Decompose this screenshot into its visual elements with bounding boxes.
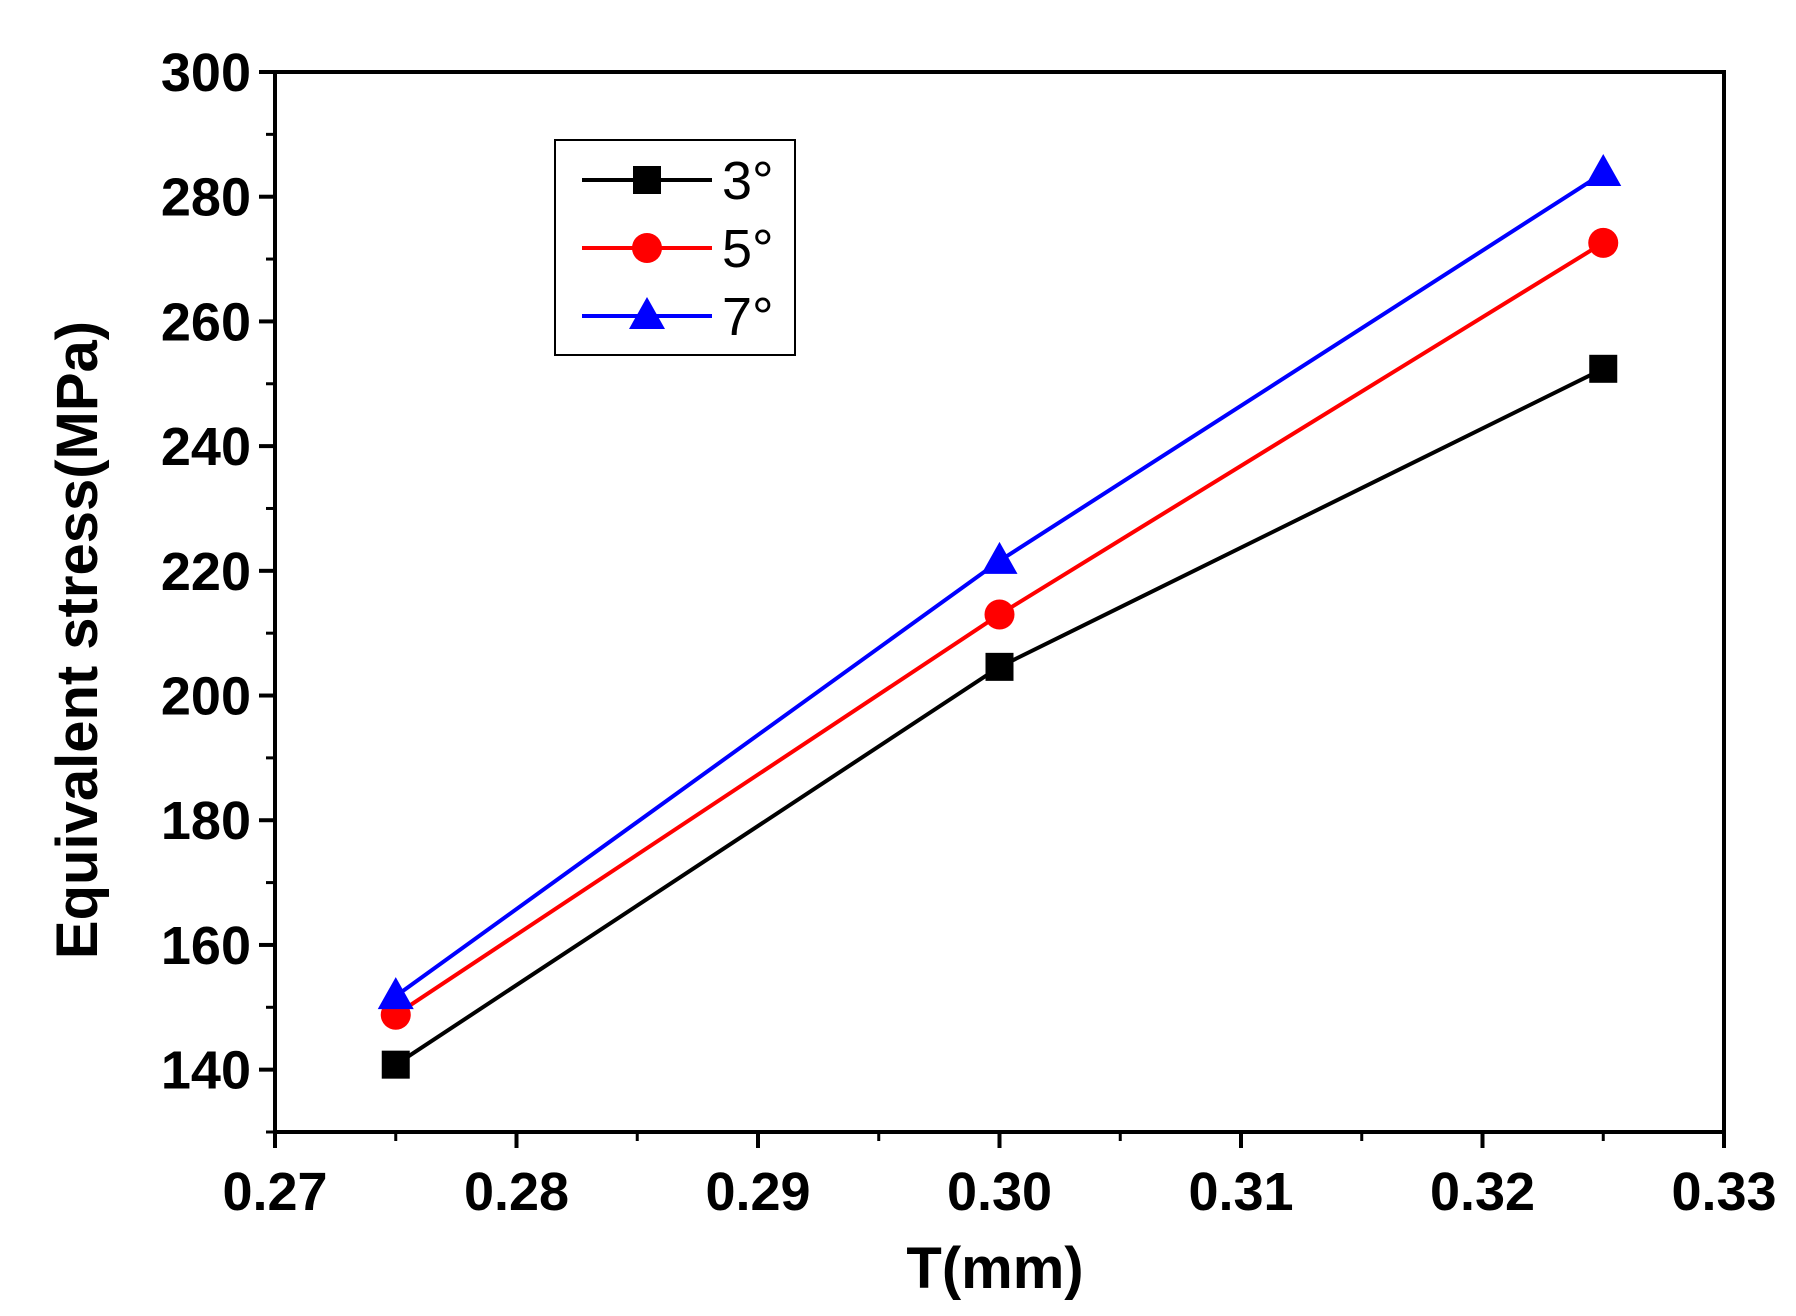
y-tick-label: 220	[161, 542, 251, 602]
x-tick-label: 0.31	[1188, 1162, 1293, 1222]
legend-marker	[632, 233, 662, 263]
y-axis-title: Equivalent stress(MPa)	[45, 321, 110, 959]
y-tick-label: 200	[161, 667, 251, 727]
data-point	[984, 599, 1015, 630]
legend-entry: 7°	[582, 287, 774, 347]
y-tick-label: 160	[161, 916, 251, 976]
x-tick-label: 0.30	[947, 1162, 1052, 1222]
legend-marker	[633, 166, 661, 194]
legend-entry: 5°	[582, 219, 774, 279]
series-3	[377, 154, 1622, 1010]
data-point	[1585, 154, 1622, 187]
legend-marker	[629, 297, 665, 329]
legend: 3° 5° 7°	[554, 139, 796, 356]
series-2	[380, 227, 1619, 1030]
data-point	[1588, 227, 1619, 258]
axis-ticks	[259, 70, 1726, 1148]
data-point	[1589, 354, 1618, 383]
x-tick-label: 0.33	[1671, 1162, 1776, 1222]
y-tick-label: 240	[161, 417, 251, 477]
data-point	[377, 977, 414, 1010]
x-tick-label: 0.27	[222, 1162, 327, 1222]
x-tick-label: 0.29	[705, 1162, 810, 1222]
legend-entries: 3° 5° 7°	[582, 151, 774, 347]
x-axis-title: T(mm)	[906, 1236, 1083, 1301]
data-point	[985, 652, 1014, 681]
data-point	[381, 1050, 410, 1079]
y-tick-label: 140	[161, 1041, 251, 1101]
series-group	[377, 154, 1622, 1079]
x-tick-label: 0.32	[1430, 1162, 1535, 1222]
series-1	[381, 354, 1618, 1079]
legend-label: 5°	[722, 219, 774, 279]
y-tick-labels: 140 160 180 200 220 240 260 280 300	[161, 43, 251, 1101]
data-point	[981, 541, 1018, 574]
legend-entry: 3°	[582, 151, 774, 211]
y-tick-label: 180	[161, 791, 251, 851]
x-tick-label: 0.28	[464, 1162, 569, 1222]
y-tick-label: 260	[161, 292, 251, 352]
series-line	[394, 367, 1605, 1067]
legend-label: 3°	[722, 151, 774, 211]
legend-label: 7°	[722, 287, 774, 347]
y-tick-label: 280	[161, 168, 251, 228]
x-tick-labels: 0.27 0.28 0.29 0.30 0.31 0.32 0.33	[222, 1162, 1776, 1222]
y-tick-label: 300	[161, 43, 251, 103]
